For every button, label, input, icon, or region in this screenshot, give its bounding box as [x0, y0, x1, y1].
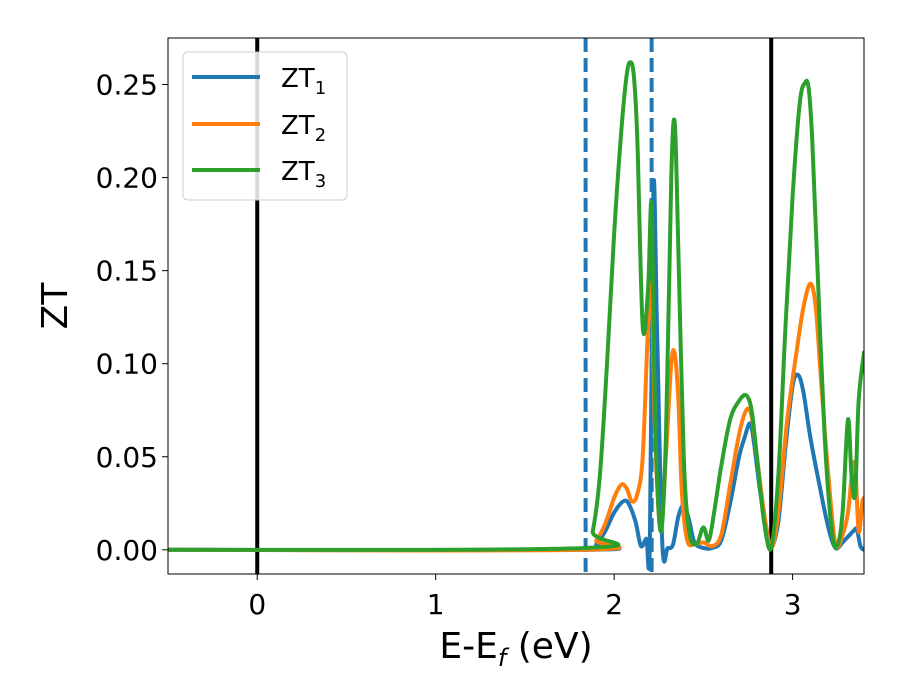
y-tick-label: 0.20 — [96, 162, 158, 195]
legend-label-zt1-main: ZT — [281, 64, 315, 94]
series-line-zt1 — [168, 178, 864, 571]
x-tick-label: 3 — [784, 588, 802, 621]
x-axis-title-unit: (eV) — [506, 626, 592, 667]
y-tick-label: 0.10 — [96, 348, 158, 381]
legend-label-zt3: ZT3 — [281, 157, 326, 192]
y-tick-label: 0.25 — [96, 69, 158, 102]
legend-box — [182, 51, 348, 201]
y-axis-title: ZT — [35, 282, 76, 330]
x-axis-ticks: 0 1 2 3 — [248, 574, 802, 621]
legend: ZT1 ZT2 ZT3 — [182, 51, 348, 201]
legend-label-zt3-sub: 3 — [315, 171, 326, 192]
series-lines — [168, 60, 864, 571]
legend-label-zt2: ZT2 — [281, 111, 326, 146]
legend-label-zt1: ZT1 — [281, 64, 326, 99]
y-tick-label: 0.00 — [96, 534, 158, 567]
legend-label-zt3-main: ZT — [281, 157, 315, 187]
x-axis-title: E-Ef (eV) — [439, 626, 592, 672]
y-tick-label: 0.05 — [96, 441, 158, 474]
x-axis-title-main: E-E — [439, 626, 497, 667]
y-axis-ticks: 0.00 0.05 0.10 0.15 0.20 0.25 — [96, 69, 168, 567]
plot-frame — [167, 37, 865, 575]
x-tick-label: 2 — [605, 588, 623, 621]
series-line-zt3 — [168, 60, 864, 552]
legend-label-zt2-main: ZT — [281, 111, 315, 141]
legend-label-zt1-sub: 1 — [315, 78, 326, 99]
x-tick-label: 0 — [248, 588, 266, 621]
x-tick-label: 1 — [427, 588, 445, 621]
legend-label-zt2-sub: 2 — [315, 125, 326, 146]
y-tick-label: 0.15 — [96, 255, 158, 288]
